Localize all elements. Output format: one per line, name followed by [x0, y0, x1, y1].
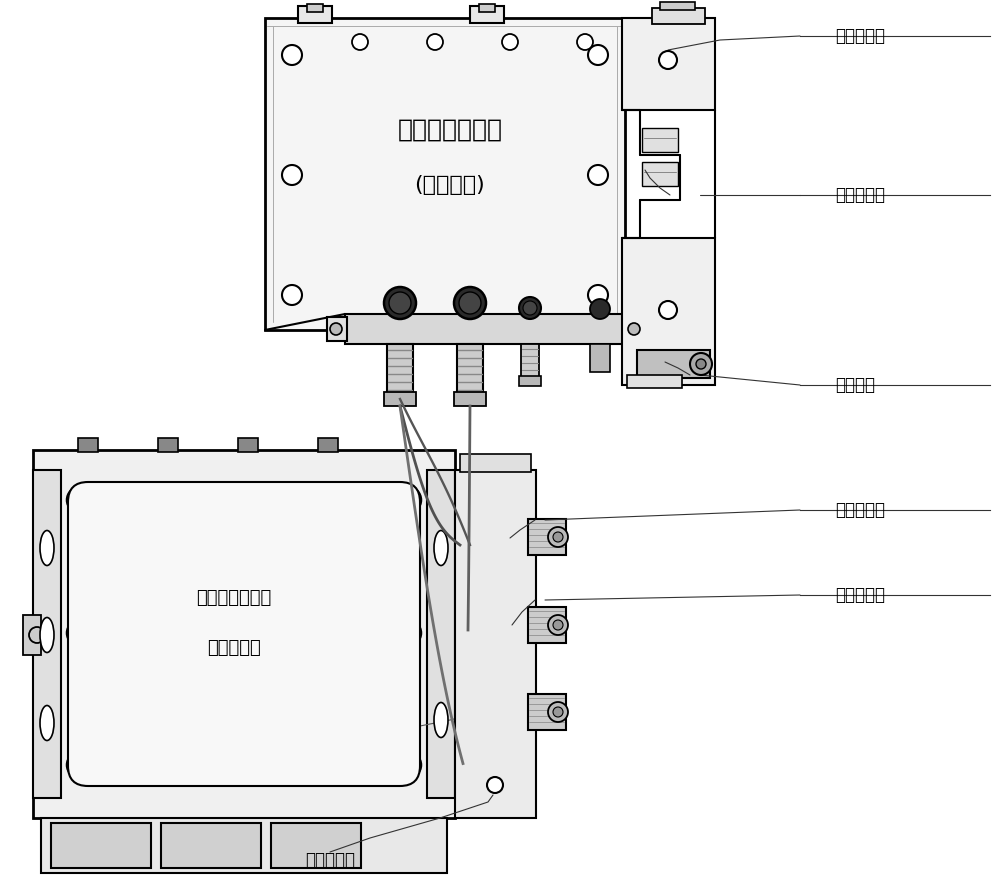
Text: 信号采集箱: 信号采集箱 [207, 639, 261, 657]
Bar [519, 376, 541, 386]
Bar [161, 823, 261, 868]
Bar [479, 4, 495, 12]
Bar [470, 6, 504, 23]
Bar [158, 438, 178, 452]
Text: 光纤进线管: 光纤进线管 [835, 27, 885, 45]
Circle shape [519, 297, 541, 319]
Circle shape [454, 287, 486, 319]
Ellipse shape [40, 530, 54, 566]
Ellipse shape [434, 703, 448, 737]
Text: (信号处理): (信号处理) [415, 175, 485, 195]
Circle shape [389, 292, 411, 314]
Circle shape [67, 752, 93, 778]
Circle shape [553, 532, 563, 542]
Circle shape [577, 34, 593, 50]
Bar [265, 18, 625, 330]
Circle shape [67, 620, 93, 646]
Circle shape [231, 620, 257, 646]
Bar [622, 18, 715, 110]
Circle shape [502, 34, 518, 50]
Circle shape [282, 285, 302, 305]
Bar [41, 818, 447, 873]
Circle shape [231, 487, 257, 513]
Bar [387, 344, 413, 399]
Text: 智能交叉互联箱: 智能交叉互联箱 [398, 118, 503, 142]
Bar [33, 450, 455, 818]
Bar [384, 392, 416, 406]
Circle shape [628, 323, 640, 335]
Bar [623, 317, 643, 341]
Circle shape [548, 702, 568, 722]
Bar [457, 344, 483, 399]
Circle shape [588, 165, 608, 185]
Text: 信号采集箱: 信号采集箱 [305, 851, 355, 869]
Bar [528, 694, 566, 730]
Circle shape [548, 527, 568, 547]
Bar [298, 6, 332, 23]
Bar [590, 344, 610, 372]
Text: 信号处理箱: 信号处理箱 [835, 186, 885, 204]
Bar [642, 162, 678, 186]
Bar [427, 470, 455, 798]
Circle shape [590, 299, 610, 319]
Circle shape [67, 487, 93, 513]
Bar [345, 314, 625, 344]
Bar [454, 392, 486, 406]
Text: 智能交叉互联箱: 智能交叉互联箱 [196, 589, 272, 607]
Bar [460, 454, 531, 472]
Bar [318, 438, 338, 452]
Circle shape [548, 615, 568, 635]
Bar [528, 607, 566, 643]
Bar [521, 344, 539, 382]
Bar [33, 470, 61, 798]
Circle shape [459, 292, 481, 314]
Circle shape [352, 34, 368, 50]
Circle shape [395, 487, 421, 513]
Bar [455, 470, 536, 818]
Circle shape [553, 707, 563, 717]
Text: 电压信号线: 电压信号线 [835, 501, 885, 519]
Ellipse shape [434, 530, 448, 566]
Circle shape [696, 359, 706, 369]
Bar [327, 317, 347, 341]
Circle shape [659, 51, 677, 69]
Circle shape [487, 777, 503, 793]
Bar [622, 238, 715, 385]
Bar [660, 2, 695, 10]
Circle shape [523, 301, 537, 315]
Circle shape [395, 752, 421, 778]
Text: 电源接头: 电源接头 [835, 376, 875, 394]
FancyBboxPatch shape [68, 482, 420, 786]
Bar [23, 615, 41, 655]
Bar [642, 128, 678, 152]
Bar [51, 823, 151, 868]
Bar [528, 519, 566, 555]
Circle shape [384, 287, 416, 319]
Circle shape [553, 620, 563, 630]
Circle shape [427, 34, 443, 50]
Circle shape [29, 627, 45, 643]
Ellipse shape [40, 618, 54, 652]
Bar [307, 4, 323, 12]
Circle shape [231, 752, 257, 778]
Bar [271, 823, 361, 868]
Bar [652, 8, 705, 24]
Circle shape [659, 301, 677, 319]
Circle shape [282, 165, 302, 185]
Bar [238, 438, 258, 452]
Bar [78, 438, 98, 452]
Bar [627, 375, 682, 388]
Text: 电流信号线: 电流信号线 [835, 586, 885, 604]
Circle shape [330, 323, 342, 335]
Ellipse shape [40, 705, 54, 741]
Bar [637, 350, 710, 378]
Circle shape [282, 45, 302, 65]
Circle shape [588, 285, 608, 305]
Circle shape [690, 353, 712, 375]
Circle shape [395, 620, 421, 646]
Circle shape [588, 45, 608, 65]
